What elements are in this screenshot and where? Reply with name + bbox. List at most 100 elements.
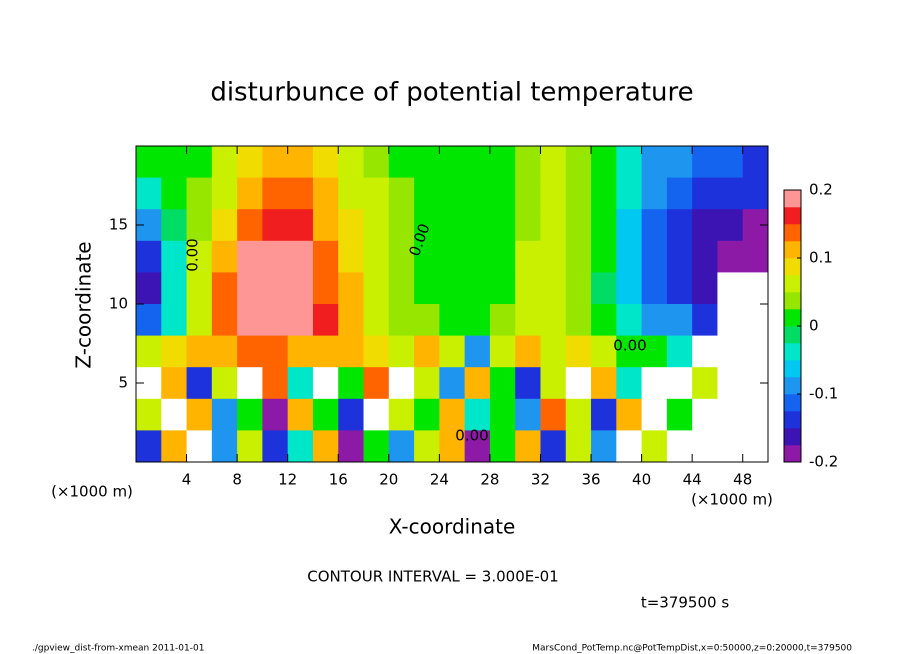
- cell: [439, 209, 466, 242]
- cell: [237, 367, 263, 400]
- cell: [211, 304, 238, 337]
- cell: [717, 398, 744, 431]
- colorbar-segment: [784, 445, 801, 463]
- cell: [439, 272, 466, 305]
- cell: [464, 398, 491, 431]
- cell: [338, 367, 365, 400]
- cell: [186, 146, 213, 179]
- cell: [136, 240, 162, 273]
- colorbar-segment: [784, 190, 801, 208]
- colorbar-tick-label: -0.2: [809, 453, 838, 471]
- cell: [338, 335, 365, 368]
- cell: [616, 272, 643, 305]
- cell: [211, 335, 238, 368]
- cell: [287, 335, 314, 368]
- cell: [363, 367, 390, 400]
- cell: [540, 177, 567, 210]
- cell: [641, 367, 668, 400]
- cell: [565, 209, 592, 242]
- cell: [742, 398, 769, 431]
- cell: [439, 398, 466, 431]
- cell: [186, 209, 213, 242]
- cell: [717, 209, 744, 242]
- cell: [540, 367, 567, 400]
- cell: [211, 367, 238, 400]
- cell: [388, 430, 415, 463]
- cell: [666, 272, 693, 305]
- cell: [262, 335, 289, 368]
- colorbar-segment: [784, 224, 801, 242]
- cell: [489, 398, 516, 431]
- cell: [161, 209, 188, 242]
- footer-right: MarsCond_PotTemp.nc@PotTempDist,x=0:5000…: [532, 644, 852, 654]
- cell: [591, 430, 617, 463]
- cell: [186, 240, 213, 273]
- x-tick-label: 48: [733, 471, 752, 489]
- y-tick-label: 10: [109, 295, 128, 313]
- cell: [136, 398, 162, 431]
- cell: [666, 367, 693, 400]
- cell: [161, 430, 188, 463]
- cell: [742, 430, 769, 463]
- heatmap: [136, 146, 769, 463]
- colorbar-segment: [784, 241, 801, 259]
- cell: [312, 430, 339, 463]
- cell: [641, 335, 668, 368]
- colorbar-segment: [784, 309, 801, 327]
- cell: [237, 398, 263, 431]
- cell: [414, 272, 440, 305]
- cell: [515, 304, 541, 337]
- cell: [388, 367, 415, 400]
- cell: [287, 177, 314, 210]
- x-tick-label: 4: [182, 471, 192, 489]
- cell: [237, 272, 263, 305]
- cell: [666, 430, 693, 463]
- cell: [515, 430, 541, 463]
- cell: [591, 304, 617, 337]
- cell: [540, 209, 567, 242]
- cell: [717, 272, 744, 305]
- cell: [211, 272, 238, 305]
- cell: [287, 430, 314, 463]
- cell: [515, 146, 541, 179]
- cell: [262, 430, 289, 463]
- y-tick-label: 15: [109, 216, 128, 234]
- colorbar-segment: [784, 343, 801, 361]
- cell: [489, 240, 516, 273]
- cell: [338, 209, 365, 242]
- cell: [186, 272, 213, 305]
- y-axis-label: Z-coordinate: [72, 241, 96, 368]
- cell: [641, 209, 668, 242]
- cell: [287, 146, 314, 179]
- cell: [464, 367, 491, 400]
- cell: [616, 240, 643, 273]
- cell: [464, 304, 491, 337]
- cell: [287, 367, 314, 400]
- cell: [565, 240, 592, 273]
- colorbar-tick-label: -0.1: [809, 385, 838, 403]
- cell: [414, 335, 440, 368]
- x-tick-label: 24: [430, 471, 449, 489]
- cell: [414, 367, 440, 400]
- cell: [565, 177, 592, 210]
- colorbar-segment: [784, 292, 801, 310]
- cell: [237, 304, 263, 337]
- cell: [439, 430, 466, 463]
- cell: [666, 398, 693, 431]
- colorbar-tick-label: 0.1: [809, 249, 833, 267]
- cell: [540, 398, 567, 431]
- cell: [161, 272, 188, 305]
- cell: [591, 177, 617, 210]
- cell: [565, 335, 592, 368]
- cell: [237, 177, 263, 210]
- cell: [186, 398, 213, 431]
- cell: [312, 146, 339, 179]
- colorbar-segment: [784, 326, 801, 344]
- cell: [211, 146, 238, 179]
- cell: [515, 335, 541, 368]
- cell: [287, 240, 314, 273]
- cell: [262, 177, 289, 210]
- cell: [717, 146, 744, 179]
- cell: [742, 304, 769, 337]
- cell: [515, 209, 541, 242]
